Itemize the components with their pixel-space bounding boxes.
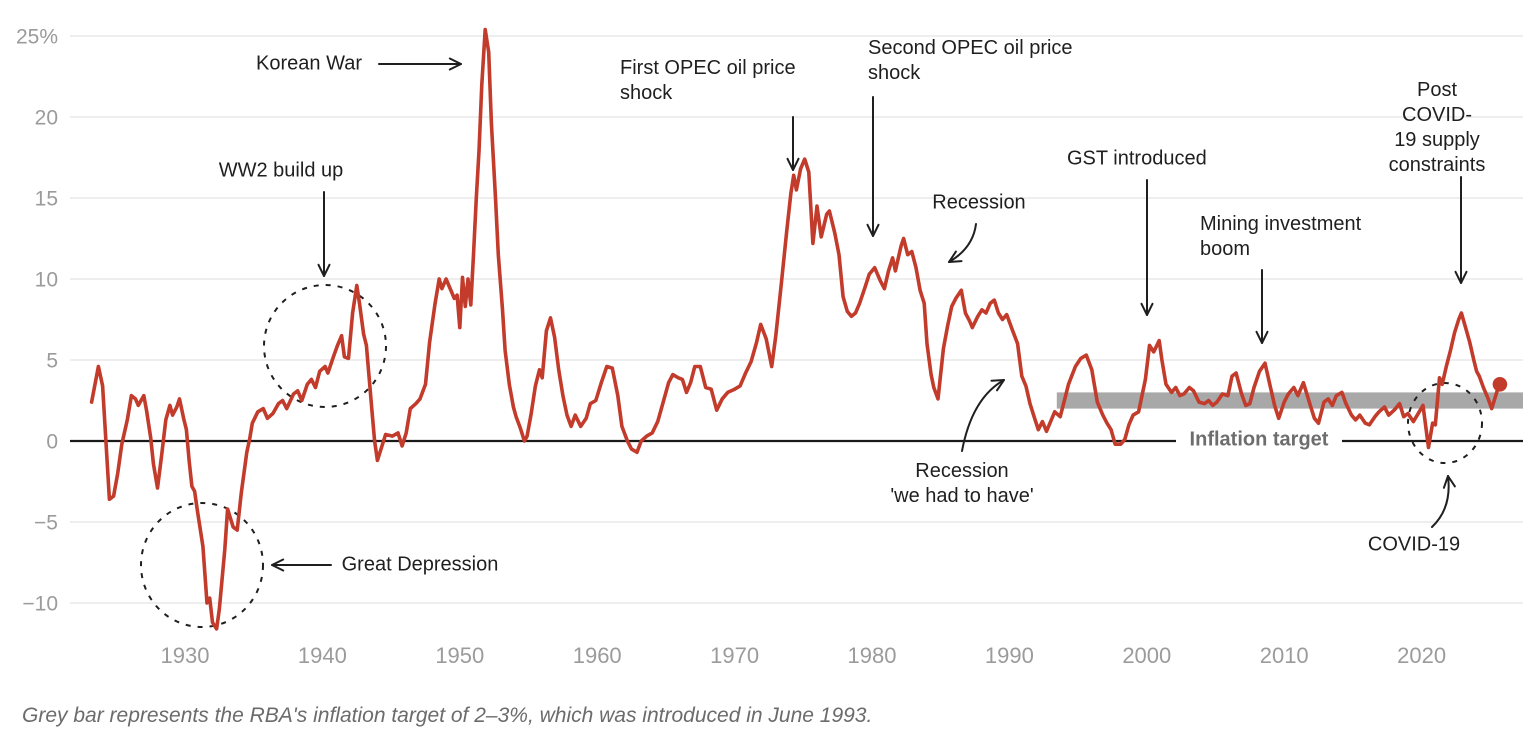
covid-19-arrow xyxy=(1431,475,1450,528)
gst-introduced-arrowhead xyxy=(1140,302,1154,316)
x-tick-label: 2020 xyxy=(1397,643,1446,668)
y-tick-label: 25% xyxy=(16,26,58,49)
recession-1980s-arrow xyxy=(948,223,977,263)
ww2-circle xyxy=(263,284,387,408)
x-tick-label: 1990 xyxy=(985,643,1034,668)
inflation-line-chart: 25% 20 15 10 5 0 −5 −10 1930 1940 1950 1960 1970 1980… xyxy=(16,26,1523,668)
chart-footnote: Grey bar represents the RBA's inflation … xyxy=(22,704,873,727)
x-tick-label: 1970 xyxy=(710,643,759,668)
y-tick-label: 10 xyxy=(35,269,58,292)
y-tick-label: 20 xyxy=(35,107,58,130)
y-tick-label: −10 xyxy=(22,593,58,616)
x-tick-label: 2000 xyxy=(1122,643,1171,668)
great-depression-arrowhead xyxy=(271,558,285,572)
korean-war-arrowhead xyxy=(448,57,462,71)
y-tick-label: 15 xyxy=(35,188,58,211)
covid-circle xyxy=(1407,382,1483,464)
recession-we-had-to-have-arrowhead xyxy=(990,379,1005,392)
x-tick-label: 1960 xyxy=(573,643,622,668)
x-tick-label: 1930 xyxy=(161,643,210,668)
great-depression-circle xyxy=(140,502,264,628)
first-opec-shock-arrowhead xyxy=(786,157,800,171)
y-tick-label: 5 xyxy=(46,350,58,373)
x-tick-label: 1980 xyxy=(848,643,897,668)
x-tick-label: 1940 xyxy=(298,643,347,668)
x-tick-label: 2010 xyxy=(1260,643,1309,668)
recession-1980s-arrowhead xyxy=(948,250,963,263)
y-tick-label: −5 xyxy=(34,512,58,535)
y-tick-label: 0 xyxy=(46,431,58,454)
recession-we-had-to-have-arrow xyxy=(961,379,1005,452)
post-covid-supply-constraints-arrowhead xyxy=(1454,270,1468,284)
inflation-line xyxy=(89,27,1502,631)
series-end-dot xyxy=(1492,377,1508,392)
second-opec-shock-arrowhead xyxy=(866,223,880,237)
covid-19-arrowhead xyxy=(1442,475,1456,489)
ww2-build-up-arrowhead xyxy=(317,263,331,277)
mining-investment-boom-arrowhead xyxy=(1255,330,1269,344)
inflation-target-band xyxy=(1056,392,1523,409)
x-tick-label: 1950 xyxy=(435,643,484,668)
